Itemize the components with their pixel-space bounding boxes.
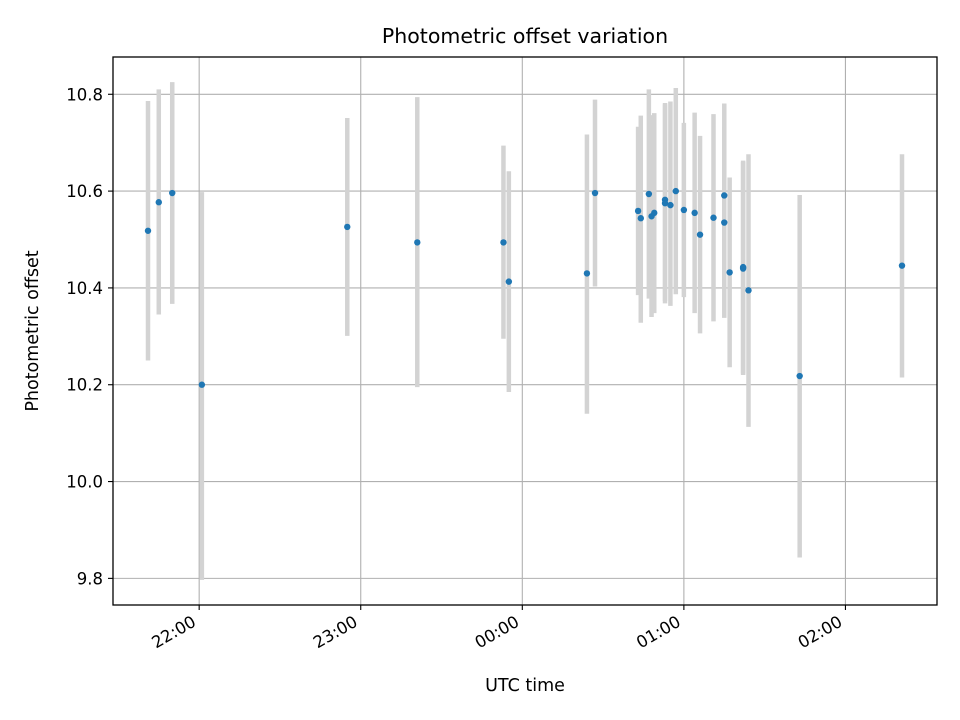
data-point — [634, 207, 642, 215]
y-axis-label: Photometric offset — [23, 250, 43, 411]
y-tick-label: 10.4 — [66, 279, 103, 298]
data-point — [583, 270, 591, 277]
data-point — [796, 372, 803, 380]
data-point — [739, 263, 747, 271]
data-point — [691, 209, 698, 217]
y-tick-label: 9.8 — [77, 569, 103, 588]
data-point — [500, 239, 507, 246]
y-tick-label: 10.8 — [66, 85, 103, 104]
data-point — [344, 223, 351, 231]
data-point — [637, 215, 644, 222]
data-point — [505, 278, 513, 285]
data-point — [726, 269, 733, 276]
data-point — [721, 219, 728, 226]
plot-frame — [112, 56, 938, 606]
y-tick-label: 10.2 — [66, 376, 103, 395]
data-point — [169, 189, 176, 197]
data-point — [198, 381, 206, 388]
data-point — [144, 227, 152, 234]
data-point — [651, 209, 658, 217]
data-point — [710, 214, 717, 221]
data-point — [680, 206, 688, 214]
x-axis-label: UTC time — [485, 676, 565, 696]
data-point — [591, 189, 599, 197]
chart-title: Photometric offset variation — [382, 24, 668, 48]
y-axis-ticks: 9.8 10.0 10.2 10.4 10.6 10.8 — [66, 85, 113, 588]
y-tick-label: 10.6 — [66, 182, 103, 201]
data-point — [645, 190, 653, 198]
data-point — [898, 262, 906, 269]
data-point — [721, 192, 728, 199]
data-point — [661, 199, 669, 207]
data-point — [745, 287, 752, 294]
data-point — [155, 199, 162, 206]
data-point — [672, 187, 679, 195]
data-points — [144, 187, 906, 388]
grid-lines — [113, 57, 937, 605]
data-point — [414, 239, 421, 246]
y-tick-label: 10.0 — [66, 473, 103, 492]
data-point — [696, 231, 704, 238]
data-point — [667, 201, 674, 209]
